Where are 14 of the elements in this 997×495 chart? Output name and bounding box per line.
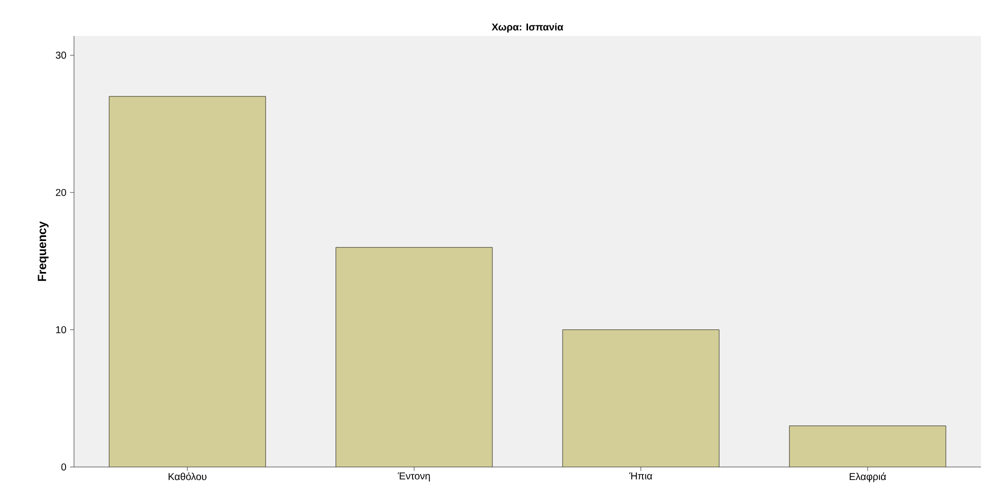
y-tick-label: 30	[56, 52, 66, 59]
x-tick-label: Ελαφριά	[850, 472, 886, 482]
y-tick-label: 0	[61, 463, 66, 471]
x-tick-label: Ήπια	[629, 472, 652, 480]
y-tick-label: 10	[56, 326, 66, 334]
bar	[789, 426, 946, 467]
bar	[336, 247, 492, 467]
y-tick-label: 20	[56, 188, 66, 196]
y-axis-title: Frequency	[38, 221, 49, 281]
x-tick-label: Έντονη	[398, 472, 430, 482]
x-tick-label: Καθόλου	[168, 472, 206, 480]
bar	[562, 330, 720, 467]
bar	[109, 96, 266, 467]
chart-title: Χωρα: Ισπανία	[492, 23, 564, 32]
